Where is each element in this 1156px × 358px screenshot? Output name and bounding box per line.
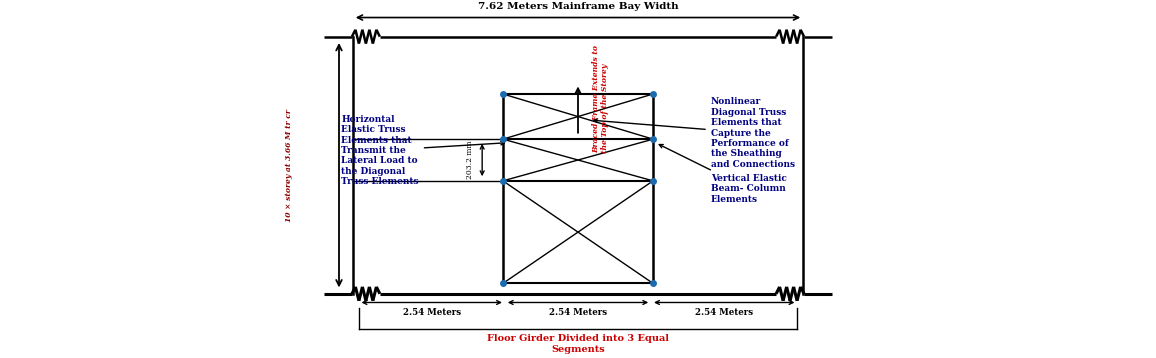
Text: 2.54 Meters: 2.54 Meters [402,308,461,317]
Text: 7.62 Meters Mainframe Bay Width: 7.62 Meters Mainframe Bay Width [477,2,679,11]
Text: 2.54 Meters: 2.54 Meters [549,308,607,317]
Text: 2.54 Meters: 2.54 Meters [695,308,754,317]
Text: Floor Girder Divided into 3 Equal
Segments: Floor Girder Divided into 3 Equal Segmen… [487,334,669,354]
Text: Vertical Elastic
Beam- Column
Elements: Vertical Elastic Beam- Column Elements [659,145,786,204]
Text: 203.2 mm: 203.2 mm [466,141,474,179]
Text: Braced Frame Extends to
the Top of the Storey: Braced Frame Extends to the Top of the S… [592,45,609,153]
Text: Horizontal
Elastic Truss
Elements that
Transmit the
Lateral Load to
the Diagonal: Horizontal Elastic Truss Elements that T… [341,115,504,186]
Text: 10 × storey at 3.66 M tr cr: 10 × storey at 3.66 M tr cr [286,109,294,222]
Text: Nonlinear
Diagonal Truss
Elements that
Capture the
Performance of
the Sheathing
: Nonlinear Diagonal Truss Elements that C… [594,97,795,169]
